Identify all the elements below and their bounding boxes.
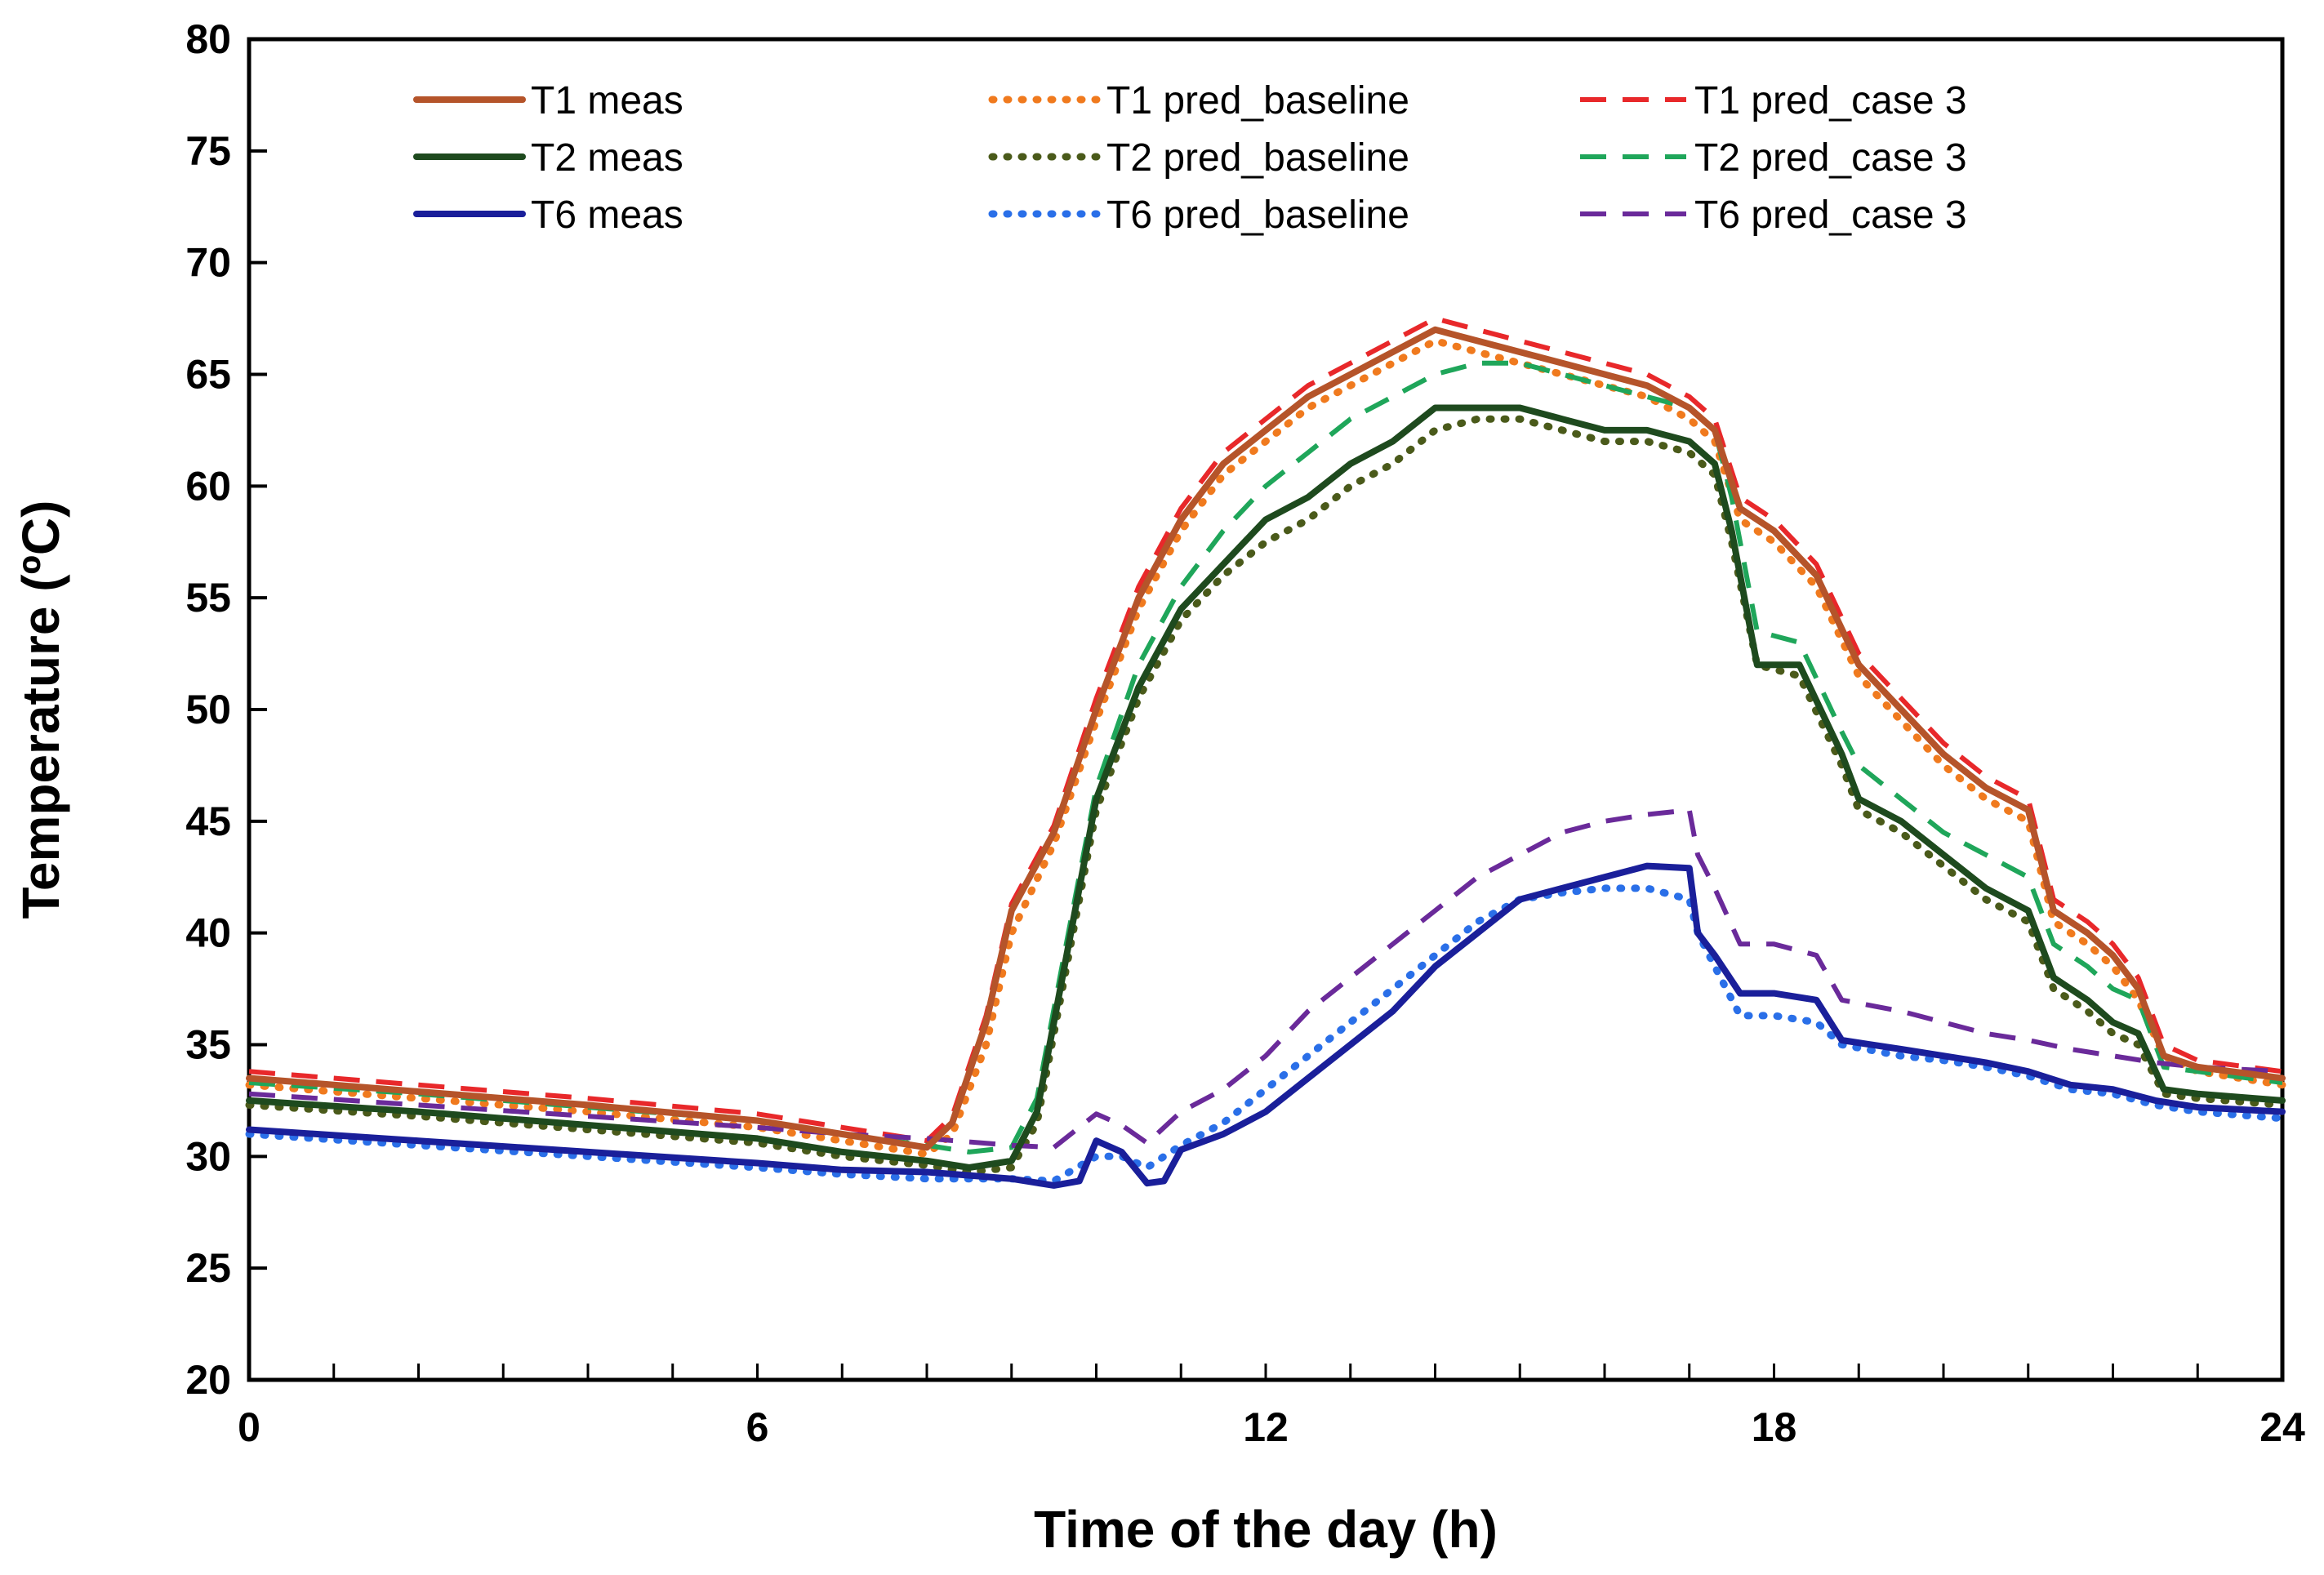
y-tick-label: 40	[185, 910, 231, 956]
legend-label: T6 pred_case 3	[1694, 194, 1967, 237]
y-tick-label: 70	[185, 240, 231, 286]
y-tick-label: 55	[185, 575, 231, 621]
axis-ticks: 20 25 30 35 40 45 50 55 60 65 70 75 80 0 6 12 18 24	[185, 16, 2305, 1450]
series-line-t2-meas	[246, 404, 2286, 1171]
y-tick-label: 45	[185, 799, 231, 844]
series-line-t2-pred-baseline	[245, 415, 2286, 1176]
x-tick-label: 0	[238, 1404, 260, 1450]
plot-frame	[247, 37, 2285, 1382]
y-tick-label: 60	[185, 463, 231, 509]
series-line-t6-meas	[246, 862, 2286, 1189]
x-tick-label: 18	[1752, 1404, 1797, 1450]
legend: T1 meas T2 meas T6 meas T1 pred_baseline T2 …	[413, 79, 1967, 237]
x-tick-label: 24	[2259, 1404, 2305, 1450]
y-tick-label: 65	[185, 352, 231, 398]
y-tick-label: 20	[185, 1357, 231, 1403]
legend-label: T1 meas	[531, 79, 683, 122]
x-tick-label: 6	[746, 1404, 769, 1450]
series-line-t6-pred-baseline	[245, 884, 2286, 1185]
y-tick-label: 50	[185, 687, 231, 732]
legend-label: T6 meas	[531, 194, 683, 237]
series-line-t2-pred-case-3	[248, 360, 2283, 1155]
legend-label: T6 pred_baseline	[1106, 194, 1409, 237]
y-tick-label: 75	[185, 128, 231, 174]
y-axis-title: Temperature (ºC)	[11, 501, 70, 919]
y-tick-label: 35	[185, 1022, 231, 1068]
y-tick-label: 80	[185, 16, 231, 62]
legend-label: T1 pred_case 3	[1694, 79, 1967, 122]
series-line-t6-pred-case-3	[248, 808, 2283, 1150]
series-line-t1-pred-baseline	[245, 337, 2286, 1159]
legend-label: T1 pred_baseline	[1106, 79, 1409, 122]
series-line-t1-meas	[246, 326, 2286, 1151]
x-axis-title: Time of the day (h)	[1034, 1500, 1498, 1559]
series-lines	[245, 316, 2286, 1189]
y-tick-label: 30	[185, 1133, 231, 1179]
legend-label: T2 meas	[531, 136, 683, 180]
y-tick-label: 25	[185, 1245, 231, 1291]
legend-label: T2 pred_baseline	[1106, 136, 1409, 180]
legend-label: T2 pred_case 3	[1694, 136, 1967, 180]
x-tick-label: 12	[1243, 1404, 1289, 1450]
